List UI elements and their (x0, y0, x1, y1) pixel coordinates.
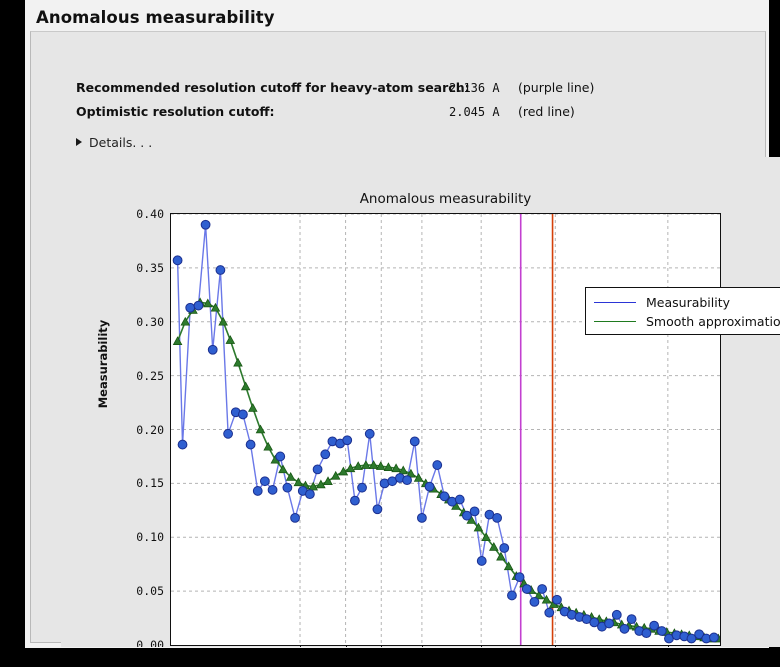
info-value-recommended-wrap: 2.136 A (449, 80, 500, 95)
chevron-right-icon (76, 138, 82, 146)
x-tick-mark (300, 645, 301, 647)
legend-swatch-smooth (594, 321, 636, 322)
legend-label-smooth: Smooth approximation (646, 314, 780, 329)
y-tick-label: 0.05 (136, 584, 164, 599)
chart-figure: Anomalous measurability Measurability Re… (61, 157, 780, 647)
y-tick-label: 0.10 (136, 530, 164, 545)
x-tick-mark (421, 645, 423, 647)
info-note-optimistic: (red line) (518, 104, 575, 119)
info-note-recommended: (purple line) (518, 80, 595, 95)
x-tick-mark (345, 645, 347, 647)
chart-title: Anomalous measurability (359, 191, 532, 207)
x-tick-mark (381, 645, 383, 647)
legend-swatch-measurability (594, 302, 636, 303)
results-panel: Recommended resolution cutoff for heavy-… (30, 31, 780, 647)
info-row-recommended: Recommended resolution cutoff for heavy-… (76, 80, 470, 95)
chart-legend: Measurability Smooth approximation (585, 287, 780, 335)
y-tick-label: 0.20 (136, 422, 164, 437)
info-value-optimistic-wrap: 2.045 A (449, 104, 500, 119)
legend-entry-smooth: Smooth approximation (594, 312, 780, 331)
details-disclosure[interactable]: Details. . . (76, 133, 152, 151)
info-row-optimistic: Optimistic resolution cutoff: (76, 104, 275, 119)
info-note-recommended-wrap: (purple line) (518, 80, 594, 95)
plot-area (170, 213, 721, 646)
info-label-recommended: Recommended resolution cutoff for heavy-… (76, 80, 470, 95)
info-value-optimistic: 2.045 A (449, 105, 500, 119)
y-tick-label: 0.30 (136, 314, 164, 329)
chart-ylabel: Measurability (96, 319, 110, 409)
x-tick-mark (667, 645, 669, 647)
info-value-recommended: 2.136 A (449, 81, 500, 95)
y-tick-label: 0.15 (136, 476, 164, 491)
legend-entry-measurability: Measurability (594, 293, 780, 312)
y-tick-label: 0.25 (136, 368, 164, 383)
x-tick-mark (481, 645, 483, 647)
details-label: Details. . . (89, 134, 153, 150)
y-tick-label: 0.40 (136, 207, 164, 221)
plot-svg (171, 214, 720, 645)
info-note-optimistic-wrap: (red line) (518, 104, 575, 119)
y-tick-label: 0.35 (136, 260, 164, 275)
y-tick-label: 0.00 (136, 638, 164, 647)
info-label-optimistic: Optimistic resolution cutoff: (76, 104, 275, 119)
legend-label-measurability: Measurability (646, 295, 731, 310)
page-title: Anomalous measurability (36, 8, 275, 27)
title-strip (25, 0, 769, 32)
x-tick-mark (555, 645, 557, 647)
